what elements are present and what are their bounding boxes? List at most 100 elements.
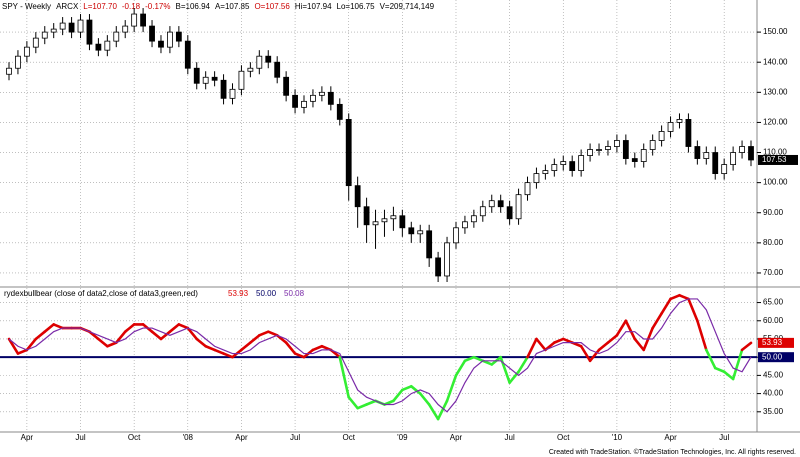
candle-body [104, 40, 111, 51]
indicator-line [427, 403, 440, 421]
x-tick-label: Jul [75, 433, 85, 442]
candle-body [41, 31, 48, 39]
indicator-line [320, 344, 333, 352]
candle-body [193, 67, 200, 84]
value-box-label: 53.93 [762, 338, 783, 347]
indicator-line [713, 366, 726, 374]
candle-body [614, 140, 620, 147]
indicator-line [114, 330, 127, 344]
level-box-label: 50.00 [762, 352, 783, 361]
y-tick-label: 100.00 [763, 178, 788, 187]
candle-body [122, 25, 129, 33]
indicator-line [168, 323, 181, 333]
y-tick-label: 65.00 [763, 298, 784, 307]
indicator-line [722, 370, 735, 381]
indicator-line [472, 355, 485, 363]
indicator-line [731, 348, 744, 381]
candle-body [6, 67, 12, 75]
candle-body [310, 94, 316, 102]
candle-body [32, 37, 39, 48]
indicator-line [570, 341, 583, 348]
x-tick-label: Apr [664, 433, 677, 442]
indicator-line [383, 399, 395, 406]
indicator-line [660, 297, 672, 315]
indicator-title: rydexbullbear (close of data2,close of d… [4, 289, 198, 298]
candle-body [390, 215, 397, 220]
candle-body [336, 103, 343, 120]
x-tick-label: Oct [342, 433, 355, 442]
x-tick-label: Oct [557, 433, 570, 442]
candle-body [640, 149, 647, 162]
x-tick-label: Apr [450, 433, 463, 442]
indicator-line [401, 385, 413, 392]
candle-body [184, 40, 191, 69]
candle-body [202, 76, 209, 84]
header-item: A=107.85 [215, 2, 250, 11]
candle-body [211, 76, 218, 81]
indicator-line [696, 319, 708, 352]
header-item: V=209,714,149 [380, 2, 435, 11]
candle-body [676, 119, 683, 123]
candle-body [149, 25, 155, 42]
candle-body [453, 227, 459, 244]
indicator-line [463, 355, 476, 363]
candle-body [569, 161, 576, 171]
header-item: L=107.70 [83, 2, 117, 11]
candle-body [140, 13, 146, 27]
candle-body [220, 79, 227, 99]
indicator-line [588, 348, 601, 363]
candle-body [435, 257, 442, 277]
candle-body [399, 215, 406, 229]
header-item: SPY - Weekly [2, 2, 51, 11]
indicator-line [7, 337, 20, 355]
indicator-line [651, 312, 663, 330]
candle-body [95, 43, 102, 51]
legend-value: 50.00 [256, 289, 277, 298]
indicator-line [579, 344, 592, 363]
indicator-line [293, 352, 306, 359]
y-tick-label: 150.00 [763, 27, 788, 36]
candle-body [256, 55, 263, 69]
y-tick-label: 110.00 [763, 148, 787, 157]
candle-body [649, 140, 656, 150]
candle-body [622, 140, 629, 159]
indicator-line [52, 323, 64, 330]
candle-body [318, 91, 325, 96]
indicator-line [222, 352, 234, 359]
indicator-line [43, 323, 55, 333]
candle-body [238, 70, 245, 90]
indicator-line [177, 323, 190, 330]
signal-line [8, 298, 752, 413]
indicator-line [409, 385, 422, 395]
x-tick-label: Jul [505, 433, 515, 442]
indicator-line [365, 399, 377, 406]
candle-body [426, 230, 433, 259]
indicator-line [705, 348, 717, 370]
indicator-line [347, 395, 359, 410]
indicator-line [526, 337, 538, 359]
indicator-line [445, 374, 458, 403]
candle-body [712, 152, 719, 175]
candle-body [551, 164, 558, 171]
y-tick-label: 120.00 [763, 118, 788, 127]
value-box [758, 337, 794, 348]
candle-body [354, 185, 361, 208]
candle-body [59, 22, 66, 30]
candle-body [685, 119, 692, 147]
indicator-line [481, 359, 494, 366]
legend-value: 53.93 [228, 289, 249, 298]
indicator-line [606, 334, 619, 344]
x-tick-label: Jul [290, 433, 300, 442]
indicator-line [106, 341, 118, 348]
indicator-line [535, 337, 547, 352]
indicator-line [338, 355, 351, 399]
indicator-line [418, 392, 431, 406]
indicator-line [740, 341, 753, 352]
indicator-line [150, 330, 163, 341]
candle-body [560, 161, 567, 165]
header-item: -0.18 [122, 2, 141, 11]
candle-body [631, 158, 638, 162]
y-tick-label: 45.00 [763, 370, 784, 379]
x-tick-label: '10 [612, 433, 623, 442]
